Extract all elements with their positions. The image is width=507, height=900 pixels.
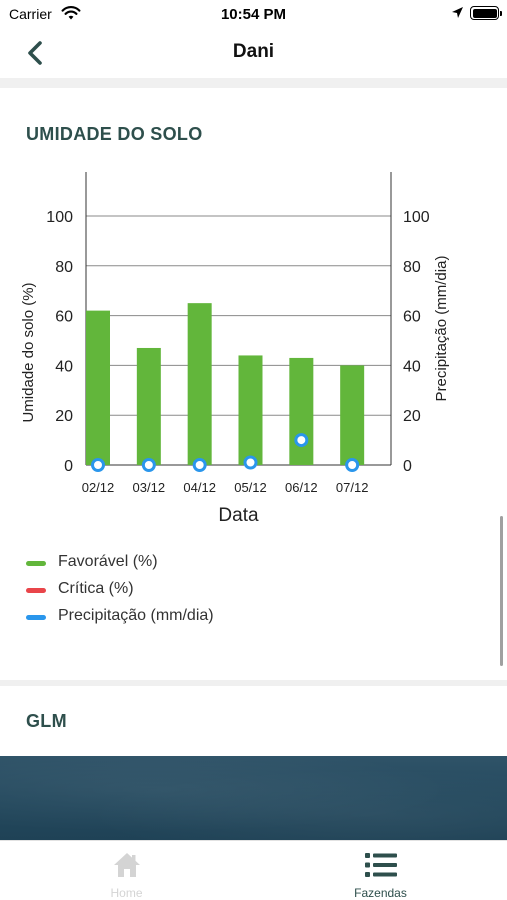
tab-bar: Home Fazendas bbox=[0, 840, 507, 900]
y-tick-label: 60 bbox=[55, 309, 73, 326]
y2-axis-title: Precipitação (mm/dia) bbox=[433, 256, 450, 402]
bar-favoravel bbox=[340, 365, 365, 465]
tab-home-label: Home bbox=[110, 886, 143, 900]
soil-moisture-title: UMIDADE DO SOLO bbox=[26, 124, 203, 144]
wifi-icon bbox=[61, 5, 81, 26]
x-tick-label: 02/12 bbox=[82, 480, 115, 495]
status-time: 10:54 PM bbox=[220, 6, 287, 23]
status-bar: Carrier 10:54 PM bbox=[0, 0, 507, 28]
list-icon bbox=[364, 851, 398, 884]
bar-favoravel bbox=[187, 303, 212, 465]
precipitation-point bbox=[294, 433, 309, 448]
y2-tick-label: 100 bbox=[403, 209, 430, 226]
y2-tick-label: 80 bbox=[403, 259, 421, 276]
house-icon bbox=[112, 851, 142, 884]
tab-home[interactable]: Home bbox=[0, 841, 253, 900]
scrollbar[interactable] bbox=[500, 516, 503, 666]
soil-moisture-card: UMIDADE DO SOLO 0 20 40 60 80 100 0 20 40 60 80 100… bbox=[0, 88, 507, 680]
tab-fazendas[interactable]: Fazendas bbox=[254, 841, 507, 900]
glm-title: GLM bbox=[26, 711, 67, 731]
legend-swatch bbox=[26, 615, 46, 620]
y-axis-title: Umidade do solo (%) bbox=[20, 282, 37, 422]
y2-tick-label: 20 bbox=[403, 408, 421, 425]
location-arrow-icon bbox=[451, 6, 464, 24]
y-tick-label: 0 bbox=[64, 458, 73, 475]
y2-tick-label: 0 bbox=[403, 458, 412, 475]
bar-favoravel bbox=[238, 355, 263, 465]
bar-favoravel bbox=[289, 357, 314, 465]
y-tick-label: 80 bbox=[55, 259, 73, 276]
legend-swatch bbox=[26, 561, 46, 566]
x-tick-label: 07/12 bbox=[336, 480, 369, 495]
bar-favoravel bbox=[136, 347, 161, 465]
legend-swatch bbox=[26, 588, 46, 593]
precipitation-point bbox=[192, 458, 207, 472]
x-axis-title: Data bbox=[218, 505, 259, 526]
y-tick-label: 40 bbox=[55, 358, 73, 375]
battery-icon bbox=[470, 6, 502, 20]
bar-favoravel bbox=[86, 310, 110, 465]
page-title: Dani bbox=[232, 41, 275, 62]
y-tick-label: 20 bbox=[55, 408, 73, 425]
legend-label: Precipitação (mm/dia) bbox=[58, 607, 214, 624]
precipitation-point bbox=[141, 458, 156, 472]
carrier-label: Carrier bbox=[9, 6, 52, 22]
x-tick-label: 05/12 bbox=[234, 480, 267, 495]
legend-label: Favorável (%) bbox=[58, 553, 158, 570]
legend-label: Crítica (%) bbox=[58, 580, 134, 597]
precipitation-point bbox=[91, 458, 105, 472]
precipitation-point bbox=[243, 455, 258, 470]
y2-tick-label: 60 bbox=[403, 309, 421, 326]
tab-fazendas-label: Fazendas bbox=[354, 886, 407, 900]
precipitation-point bbox=[345, 458, 360, 472]
navigation-bar: Dani bbox=[0, 28, 507, 78]
x-tick-label: 03/12 bbox=[133, 480, 166, 495]
y2-tick-label: 40 bbox=[403, 358, 421, 375]
content-scroll-area[interactable]: UMIDADE DO SOLO 0 20 40 60 80 100 0 20 40 60 80 100… bbox=[0, 78, 507, 840]
soil-moisture-chart: 0 20 40 60 80 100 0 20 40 60 80 100 02/12 03/12 04/12 0… bbox=[20, 172, 450, 526]
map-image[interactable] bbox=[0, 756, 507, 840]
y-tick-label: 100 bbox=[46, 209, 73, 226]
glm-card: GLM bbox=[0, 686, 507, 840]
back-button[interactable] bbox=[22, 38, 52, 68]
chevron-left-icon bbox=[28, 41, 42, 65]
x-tick-label: 06/12 bbox=[285, 480, 318, 495]
x-tick-label: 04/12 bbox=[183, 480, 216, 495]
